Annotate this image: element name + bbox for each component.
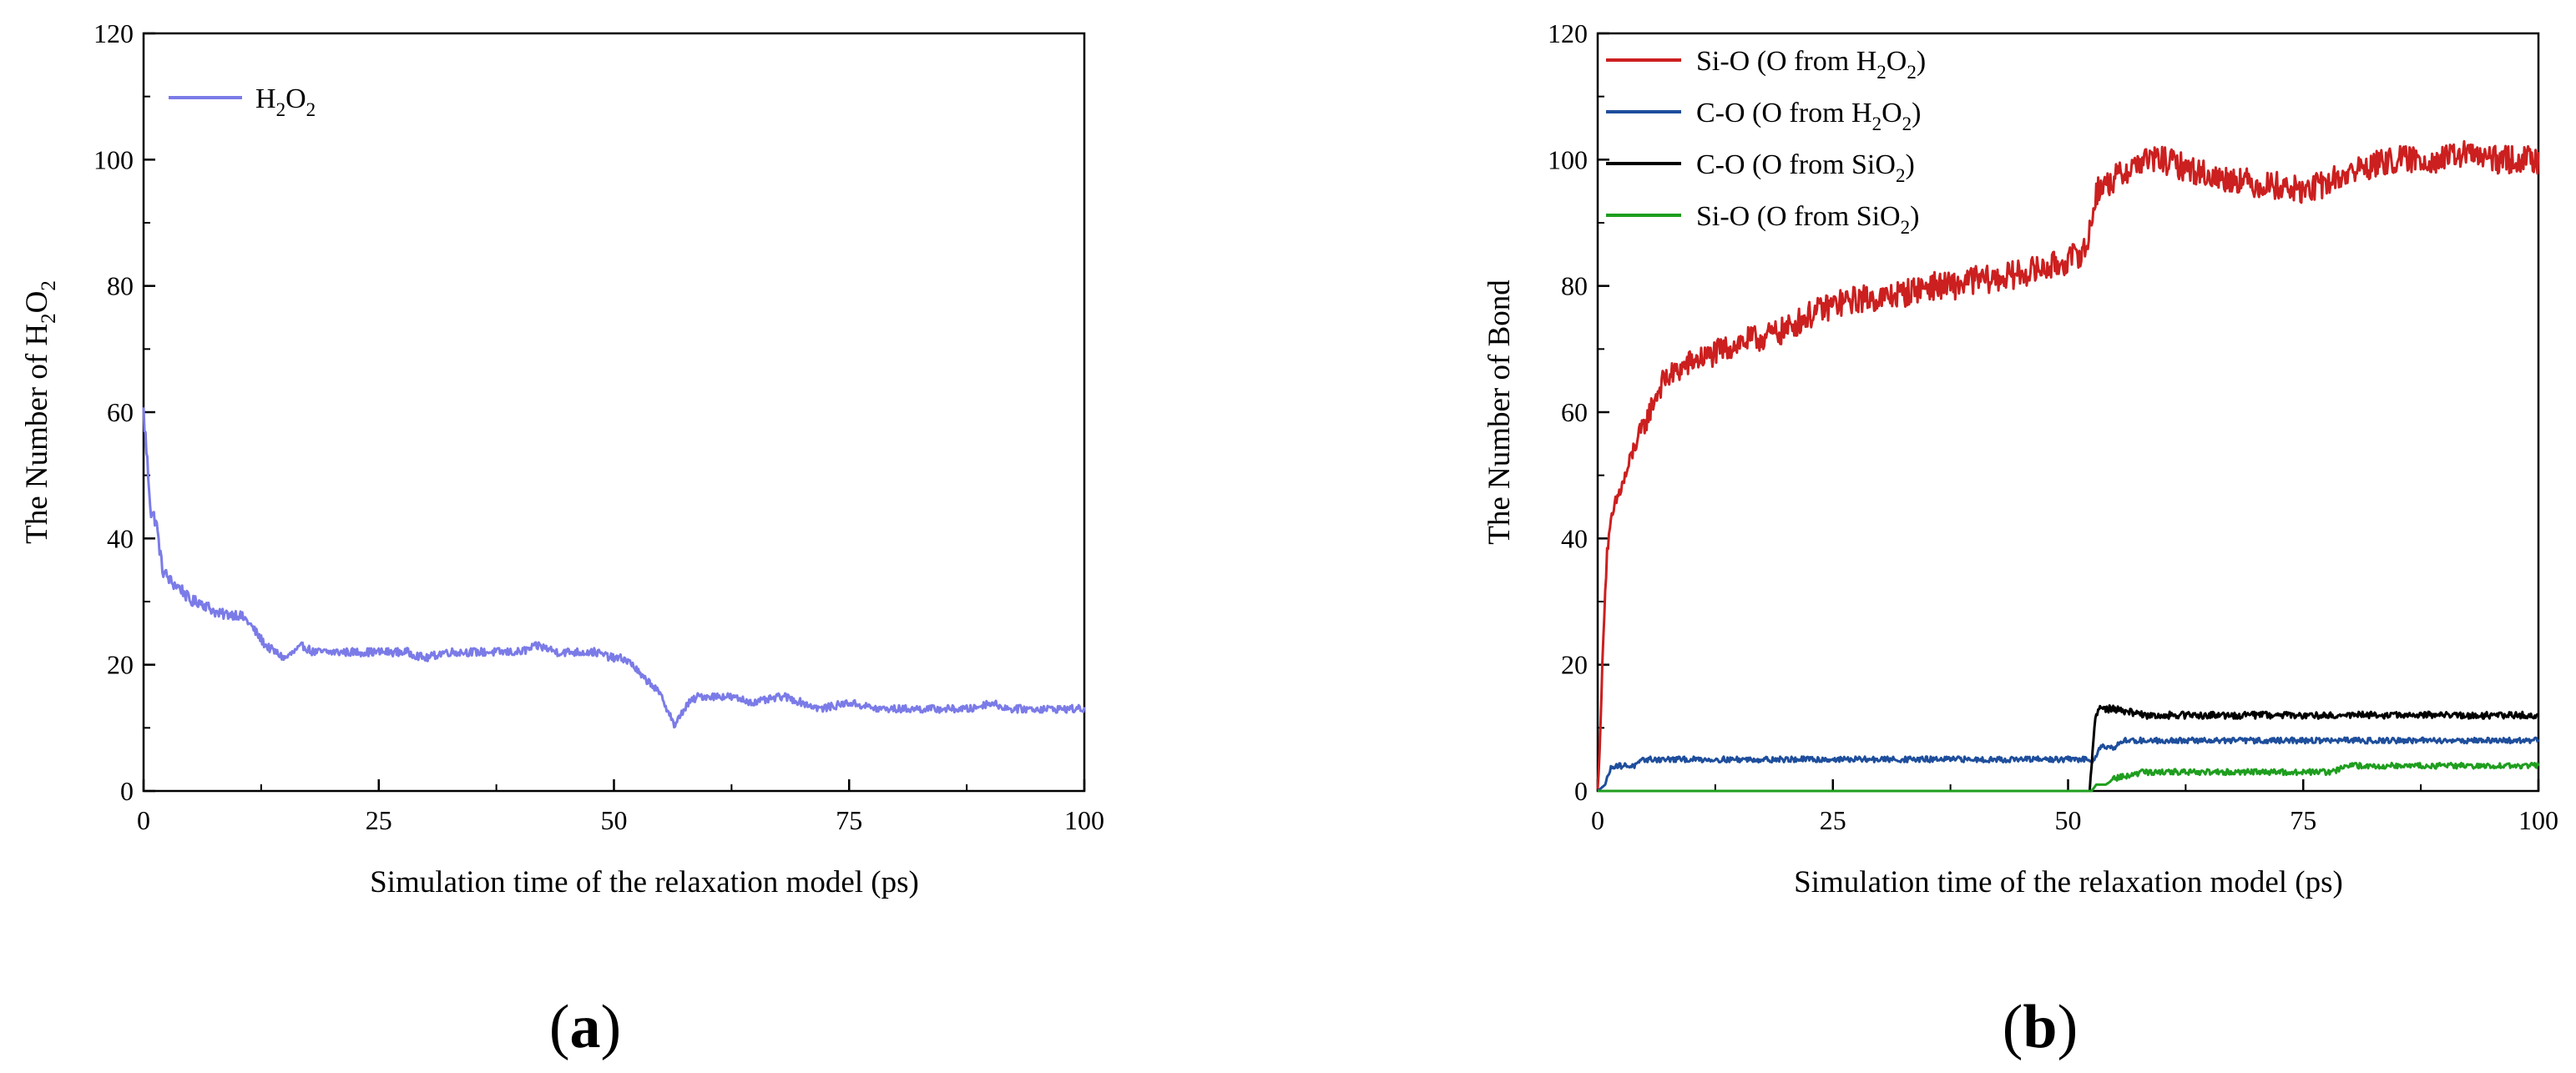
- panel-b-legend-label-c-o-h2o2: C-O (O from H2O2): [1696, 98, 1921, 134]
- panel-b-y-tick-label: 0: [1574, 776, 1588, 806]
- panel-b-caption-label: (b): [2003, 993, 2078, 1061]
- panel-b-plot-frame: [1596, 32, 2540, 793]
- panel-b-x-tick-label: 0: [1591, 805, 1604, 835]
- legend-label-part: Si-O (O from SiO: [1696, 201, 1901, 232]
- panel-a-x-tick-label: 100: [1064, 805, 1104, 835]
- legend-label-part: Si-O (O from H: [1696, 46, 1876, 77]
- panel-b-y-tick-label: 40: [1561, 523, 1588, 553]
- panel-b-chart: 0 20 40 60 80 100 120 0 25 50 75 100 Si-O (O from …: [1482, 18, 2558, 1061]
- panel-b-x-tick-label: 75: [2290, 805, 2316, 835]
- panel-b-y-tick-label: 60: [1561, 397, 1588, 427]
- legend-label-part: C-O (O from H: [1696, 98, 1872, 128]
- y-label-subscript: 2: [38, 280, 60, 291]
- panel-a-x-tick-label: 50: [601, 805, 628, 835]
- legend-label-subscript: 2: [306, 99, 316, 120]
- panel-b-y-tick-label: 20: [1561, 650, 1588, 680]
- legend-label-part: O: [285, 83, 306, 114]
- panel-b-legend-label-c-o-sio2: C-O (O from SiO2): [1696, 149, 1915, 186]
- legend-label-subscript: 2: [276, 99, 286, 120]
- panel-a-caption-label: (a): [549, 993, 621, 1061]
- panel-b-y-axis: 0 20 40 60 80 100 120: [1548, 18, 1609, 806]
- y-label-part: O: [20, 291, 54, 314]
- legend-label-part: ): [1917, 46, 1926, 77]
- panel-b-y-tick-label: 80: [1561, 271, 1588, 301]
- panel-b-x-tick-label: 50: [2055, 805, 2082, 835]
- legend-label-part: ): [1912, 98, 1921, 128]
- legend-label-part: O: [1887, 46, 1907, 77]
- y-label-subscript: 2: [38, 313, 60, 324]
- panel-a-x-tick-label: 75: [836, 805, 862, 835]
- panel-a-x-tick-label: 0: [137, 805, 150, 835]
- legend-label-part: ): [1910, 201, 1919, 232]
- panel-a-y-tick-label: 0: [120, 776, 134, 806]
- panel-a-letter: a: [570, 993, 601, 1061]
- panel-b-series-line-0: [1596, 139, 2540, 789]
- legend-label-subscript: 2: [1901, 217, 1911, 238]
- panel-b-series-group: [1596, 139, 2540, 793]
- panel-b-legend-label-si-o-h2o2: Si-O (O from H2O2): [1696, 46, 1926, 83]
- legend-label-subscript: 2: [1876, 62, 1887, 83]
- panel-a-x-tick-label: 25: [366, 805, 392, 835]
- legend-label-subscript: 2: [1902, 113, 1912, 134]
- legend-label-part: H: [255, 83, 276, 114]
- panel-b-x-axis-label: Simulation time of the relaxation model …: [1794, 865, 2343, 899]
- panel-a-y-tick-label: 80: [107, 271, 134, 301]
- panel-a-x-axis-label: Simulation time of the relaxation model …: [370, 865, 919, 899]
- legend-label-subscript: 2: [1872, 113, 1882, 134]
- panel-b-x-tick-label: 100: [2518, 805, 2558, 835]
- panel-b-letter: b: [2023, 993, 2057, 1061]
- panel-a-y-tick-label: 120: [93, 18, 134, 48]
- panel-b-series-line-3: [1597, 761, 2540, 793]
- panel-a-y-tick-label: 20: [107, 650, 134, 680]
- legend-label-subscript: 2: [1896, 165, 1906, 186]
- y-label-part: The Number of H: [20, 324, 54, 544]
- panel-b-y-axis-label: The Number of Bond: [1482, 280, 1517, 545]
- panel-a-y-tick-label: 100: [93, 144, 134, 174]
- panel-a-y-tick-label: 40: [107, 523, 134, 553]
- legend-label-part: C-O (O from SiO: [1696, 149, 1896, 180]
- panel-a-y-axis: 0 20 40 60 80 100 120: [93, 18, 155, 806]
- panel-a-x-axis: 0 25 50 75 100: [137, 779, 1104, 835]
- panel-b-series-line-2: [1597, 704, 2539, 793]
- panel-b-x-axis: 0 25 50 75 100: [1591, 779, 2558, 835]
- panel-b-y-tick-label: 100: [1548, 144, 1588, 174]
- panel-a-y-tick-label: 60: [107, 397, 134, 427]
- panel-a-legend-label-h2o2: H2O2: [255, 83, 316, 120]
- panel-b-x-tick-label: 25: [1820, 805, 1846, 835]
- panel-a-series-line-0: [142, 407, 1086, 729]
- panel-a-series-group: [142, 407, 1086, 729]
- panel-a-y-axis-label: The Number of H2O2: [20, 280, 60, 544]
- legend-label-part: ): [1905, 149, 1914, 180]
- panel-b-series-line-1: [1597, 736, 2540, 793]
- panel-b-y-tick-label: 120: [1548, 18, 1588, 48]
- panel-b-legend-label-si-o-sio2: Si-O (O from SiO2): [1696, 201, 1919, 238]
- panel-a-plot-frame: [142, 32, 1086, 793]
- legend-label-subscript: 2: [1907, 62, 1917, 83]
- legend-label-part: O: [1881, 98, 1902, 128]
